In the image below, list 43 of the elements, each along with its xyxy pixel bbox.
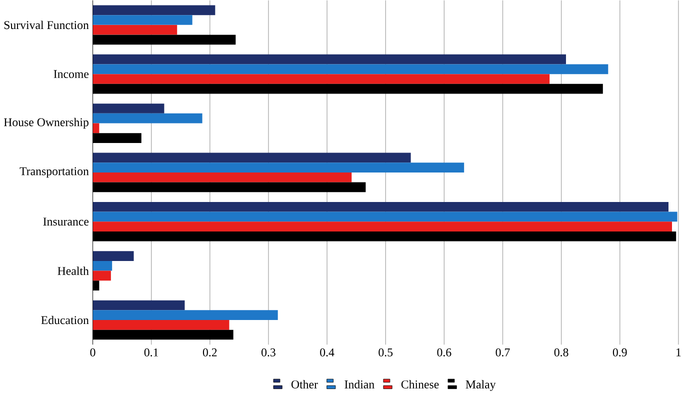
x-tick-label: 0.5 bbox=[378, 348, 393, 356]
x-tick-label: 0.2 bbox=[202, 348, 217, 356]
bar bbox=[92, 270, 111, 281]
bar bbox=[92, 152, 411, 162]
legend-label: Other bbox=[291, 380, 318, 388]
bar bbox=[92, 320, 230, 330]
y-tick-label: Survival Function bbox=[4, 20, 89, 29]
x-tick-label: 0.9 bbox=[612, 348, 627, 356]
x-tick-label: 0.6 bbox=[437, 348, 452, 356]
x-tick-label: 0.3 bbox=[262, 348, 276, 356]
y-tick-label: Health bbox=[58, 266, 89, 275]
bar bbox=[92, 251, 134, 261]
bar bbox=[92, 172, 352, 182]
bar bbox=[92, 123, 100, 133]
y-tick-label: Transportation bbox=[20, 167, 89, 178]
bar bbox=[92, 54, 566, 64]
bar bbox=[92, 162, 464, 172]
y-tick-label: House Ownership bbox=[4, 118, 88, 129]
bar bbox=[92, 113, 202, 124]
legend-label: Malay bbox=[466, 380, 496, 391]
x-tick-label: 0 bbox=[90, 348, 96, 356]
legend-label: Indian bbox=[344, 380, 374, 388]
bar bbox=[92, 64, 608, 74]
bar bbox=[92, 222, 672, 232]
x-tick-label: 0.4 bbox=[320, 348, 334, 356]
bar bbox=[92, 310, 278, 320]
bar bbox=[92, 202, 668, 212]
y-tick-label: Insurance bbox=[43, 218, 89, 226]
y-tick-label: Education bbox=[41, 316, 89, 324]
x-tick-label: 0.1 bbox=[144, 348, 158, 356]
bar bbox=[92, 74, 550, 84]
x-tick-label: 0.7 bbox=[496, 348, 510, 356]
y-tick-label: Income bbox=[54, 70, 89, 78]
bar bbox=[92, 24, 178, 35]
bar bbox=[92, 5, 216, 15]
bar bbox=[92, 103, 164, 114]
legend-label: Chinese bbox=[401, 380, 439, 388]
bar bbox=[92, 300, 185, 310]
bar bbox=[92, 14, 192, 25]
x-tick-label: 0.8 bbox=[554, 348, 568, 356]
bar bbox=[92, 212, 678, 222]
bar bbox=[92, 260, 112, 271]
x-tick-label: 1 bbox=[676, 348, 681, 356]
